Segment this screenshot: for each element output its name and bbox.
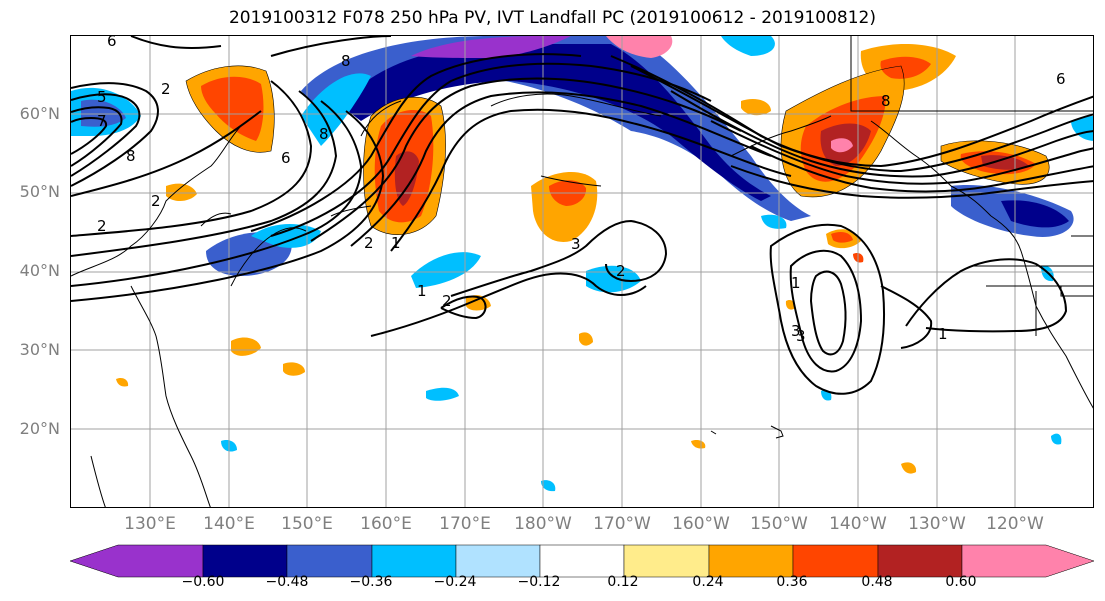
negative-pv-ne	[721, 36, 775, 56]
ivt-contours	[71, 36, 1093, 395]
contour-label: 2	[442, 292, 452, 310]
lon-label-130w: 130°W	[908, 514, 966, 534]
contour-label: 6	[107, 36, 117, 50]
lon-label-160w: 160°W	[672, 514, 730, 534]
pv-anomaly-shading	[71, 36, 1093, 492]
lon-label-120w: 120°W	[986, 514, 1044, 534]
contour-label: 2	[151, 192, 161, 210]
negative-pv-dot4	[1051, 433, 1062, 445]
contour-label: 8	[881, 92, 891, 110]
negative-pv-east-core	[1001, 200, 1069, 228]
contour-label: 7	[97, 112, 107, 130]
colorbar-segment	[623, 544, 710, 578]
lat-label-50n: 50°N	[19, 182, 60, 201]
colorbar-tick-label: −0.12	[517, 574, 561, 590]
colorbar-segment	[708, 544, 794, 578]
lon-label-180w: 180°W	[514, 514, 572, 534]
lon-label-170w: 170°W	[593, 514, 651, 534]
negative-pv-mid3	[426, 387, 459, 401]
graticule	[71, 36, 1093, 507]
positive-pv-small2	[231, 337, 261, 356]
colorbar-segment	[961, 544, 1095, 578]
contour-label: 1	[791, 274, 801, 292]
negative-pv-west-core	[81, 99, 126, 127]
contour-label: 2	[364, 234, 374, 252]
colorbar-tick-label: −0.24	[433, 574, 477, 590]
map-title: 2019100312 F078 250 hPa PV, IVT Landfall…	[228, 8, 876, 28]
colorbar-segment	[792, 544, 879, 578]
negative-pv-light	[301, 73, 371, 146]
positive-pv-west-core	[201, 76, 264, 141]
colorbar-segment	[69, 544, 204, 578]
lon-label-140w: 140°W	[829, 514, 887, 534]
contour-label: 8	[341, 52, 351, 70]
map-panel: 6 5 7 8 2 2 2 6 8 2 1 3 2 1 2 3 1 3 1 8 …	[70, 35, 1094, 508]
map-canvas: 6 5 7 8 2 2 2 6 8 2 1 3 2 1 2 3 1 3 1 8 …	[71, 36, 1093, 507]
positive-pv-small8	[741, 99, 771, 116]
contour-label: 2	[616, 262, 626, 280]
colorbar-tick-label: −0.60	[181, 574, 225, 590]
lat-label-40n: 40°N	[19, 261, 60, 280]
lon-label-140e: 140°E	[203, 514, 255, 534]
positive-pv-small3	[283, 362, 305, 376]
colorbar-segment	[371, 544, 457, 578]
contour-label: 6	[1056, 70, 1066, 88]
positive-pv-gulf-pink	[831, 138, 853, 153]
lat-label-60n: 60°N	[19, 104, 60, 123]
positive-pv-small11	[691, 439, 706, 449]
colorbar-segment	[455, 544, 541, 578]
contour-label: 1	[417, 282, 427, 300]
colorbar-segment	[877, 544, 963, 578]
positive-pv-small7	[831, 232, 853, 243]
colorbar-tick-label: 0.12	[607, 574, 639, 590]
colorbar-tick-label: −0.36	[349, 574, 393, 590]
negative-pv-band	[301, 36, 811, 221]
contour-label: 3	[796, 327, 806, 345]
positive-pv-small1	[166, 183, 197, 202]
positive-pv-pink-top	[606, 36, 673, 58]
contour-labels: 6 5 7 8 2 2 2 6 8 2 1 3 2 1 2 3 1 3 1 8 …	[97, 36, 1066, 345]
positive-pv-small5	[579, 332, 593, 346]
shading-outlines	[185, 65, 1050, 235]
colorbar-tick-label: 0.36	[776, 574, 808, 590]
negative-pv-dot3	[761, 214, 787, 229]
lon-label-150w: 150°W	[750, 514, 808, 534]
negative-pv-ne2	[1071, 116, 1093, 141]
contour-label: 2	[97, 217, 107, 235]
contour-label: 8	[319, 125, 329, 143]
positive-pv-kam-dark	[394, 151, 419, 206]
negative-pv-mid2	[586, 265, 641, 293]
negative-pv-purple	[411, 36, 571, 58]
colorbar-tick-label: −0.48	[265, 574, 309, 590]
contour-label: 3	[791, 322, 801, 340]
lon-label-170e: 170°E	[439, 514, 491, 534]
colorbar-tick-label: 0.60	[945, 574, 977, 590]
contour-label: 3	[571, 235, 581, 253]
negative-pv-dot6	[541, 480, 556, 492]
contour-label: 6	[281, 149, 291, 167]
positive-pv-north-core	[880, 56, 931, 79]
lon-label-160e: 160°E	[360, 514, 412, 534]
colorbar	[69, 544, 1095, 578]
colorbar-segment	[286, 544, 373, 578]
lat-label-20n: 20°N	[19, 419, 60, 438]
colorbar-tick-label: 0.48	[861, 574, 893, 590]
negative-pv-mid1	[411, 252, 481, 288]
lon-label-150e: 150°E	[281, 514, 333, 534]
positive-pv-small10	[901, 462, 917, 474]
colorbar-segment	[202, 544, 288, 578]
contour-label: 5	[97, 88, 107, 106]
contour-label: 8	[126, 147, 136, 165]
contour-label: 1	[938, 325, 948, 343]
contour-label: 1	[391, 234, 401, 252]
lon-label-130e: 130°E	[124, 514, 176, 534]
colorbar-segment	[539, 544, 625, 578]
contour-label: 2	[161, 80, 171, 98]
positive-pv-bc-dark	[981, 155, 1029, 170]
positive-pv-small12	[116, 377, 129, 387]
colorbar-tick-label: 0.24	[692, 574, 724, 590]
lat-label-30n: 30°N	[19, 340, 60, 359]
